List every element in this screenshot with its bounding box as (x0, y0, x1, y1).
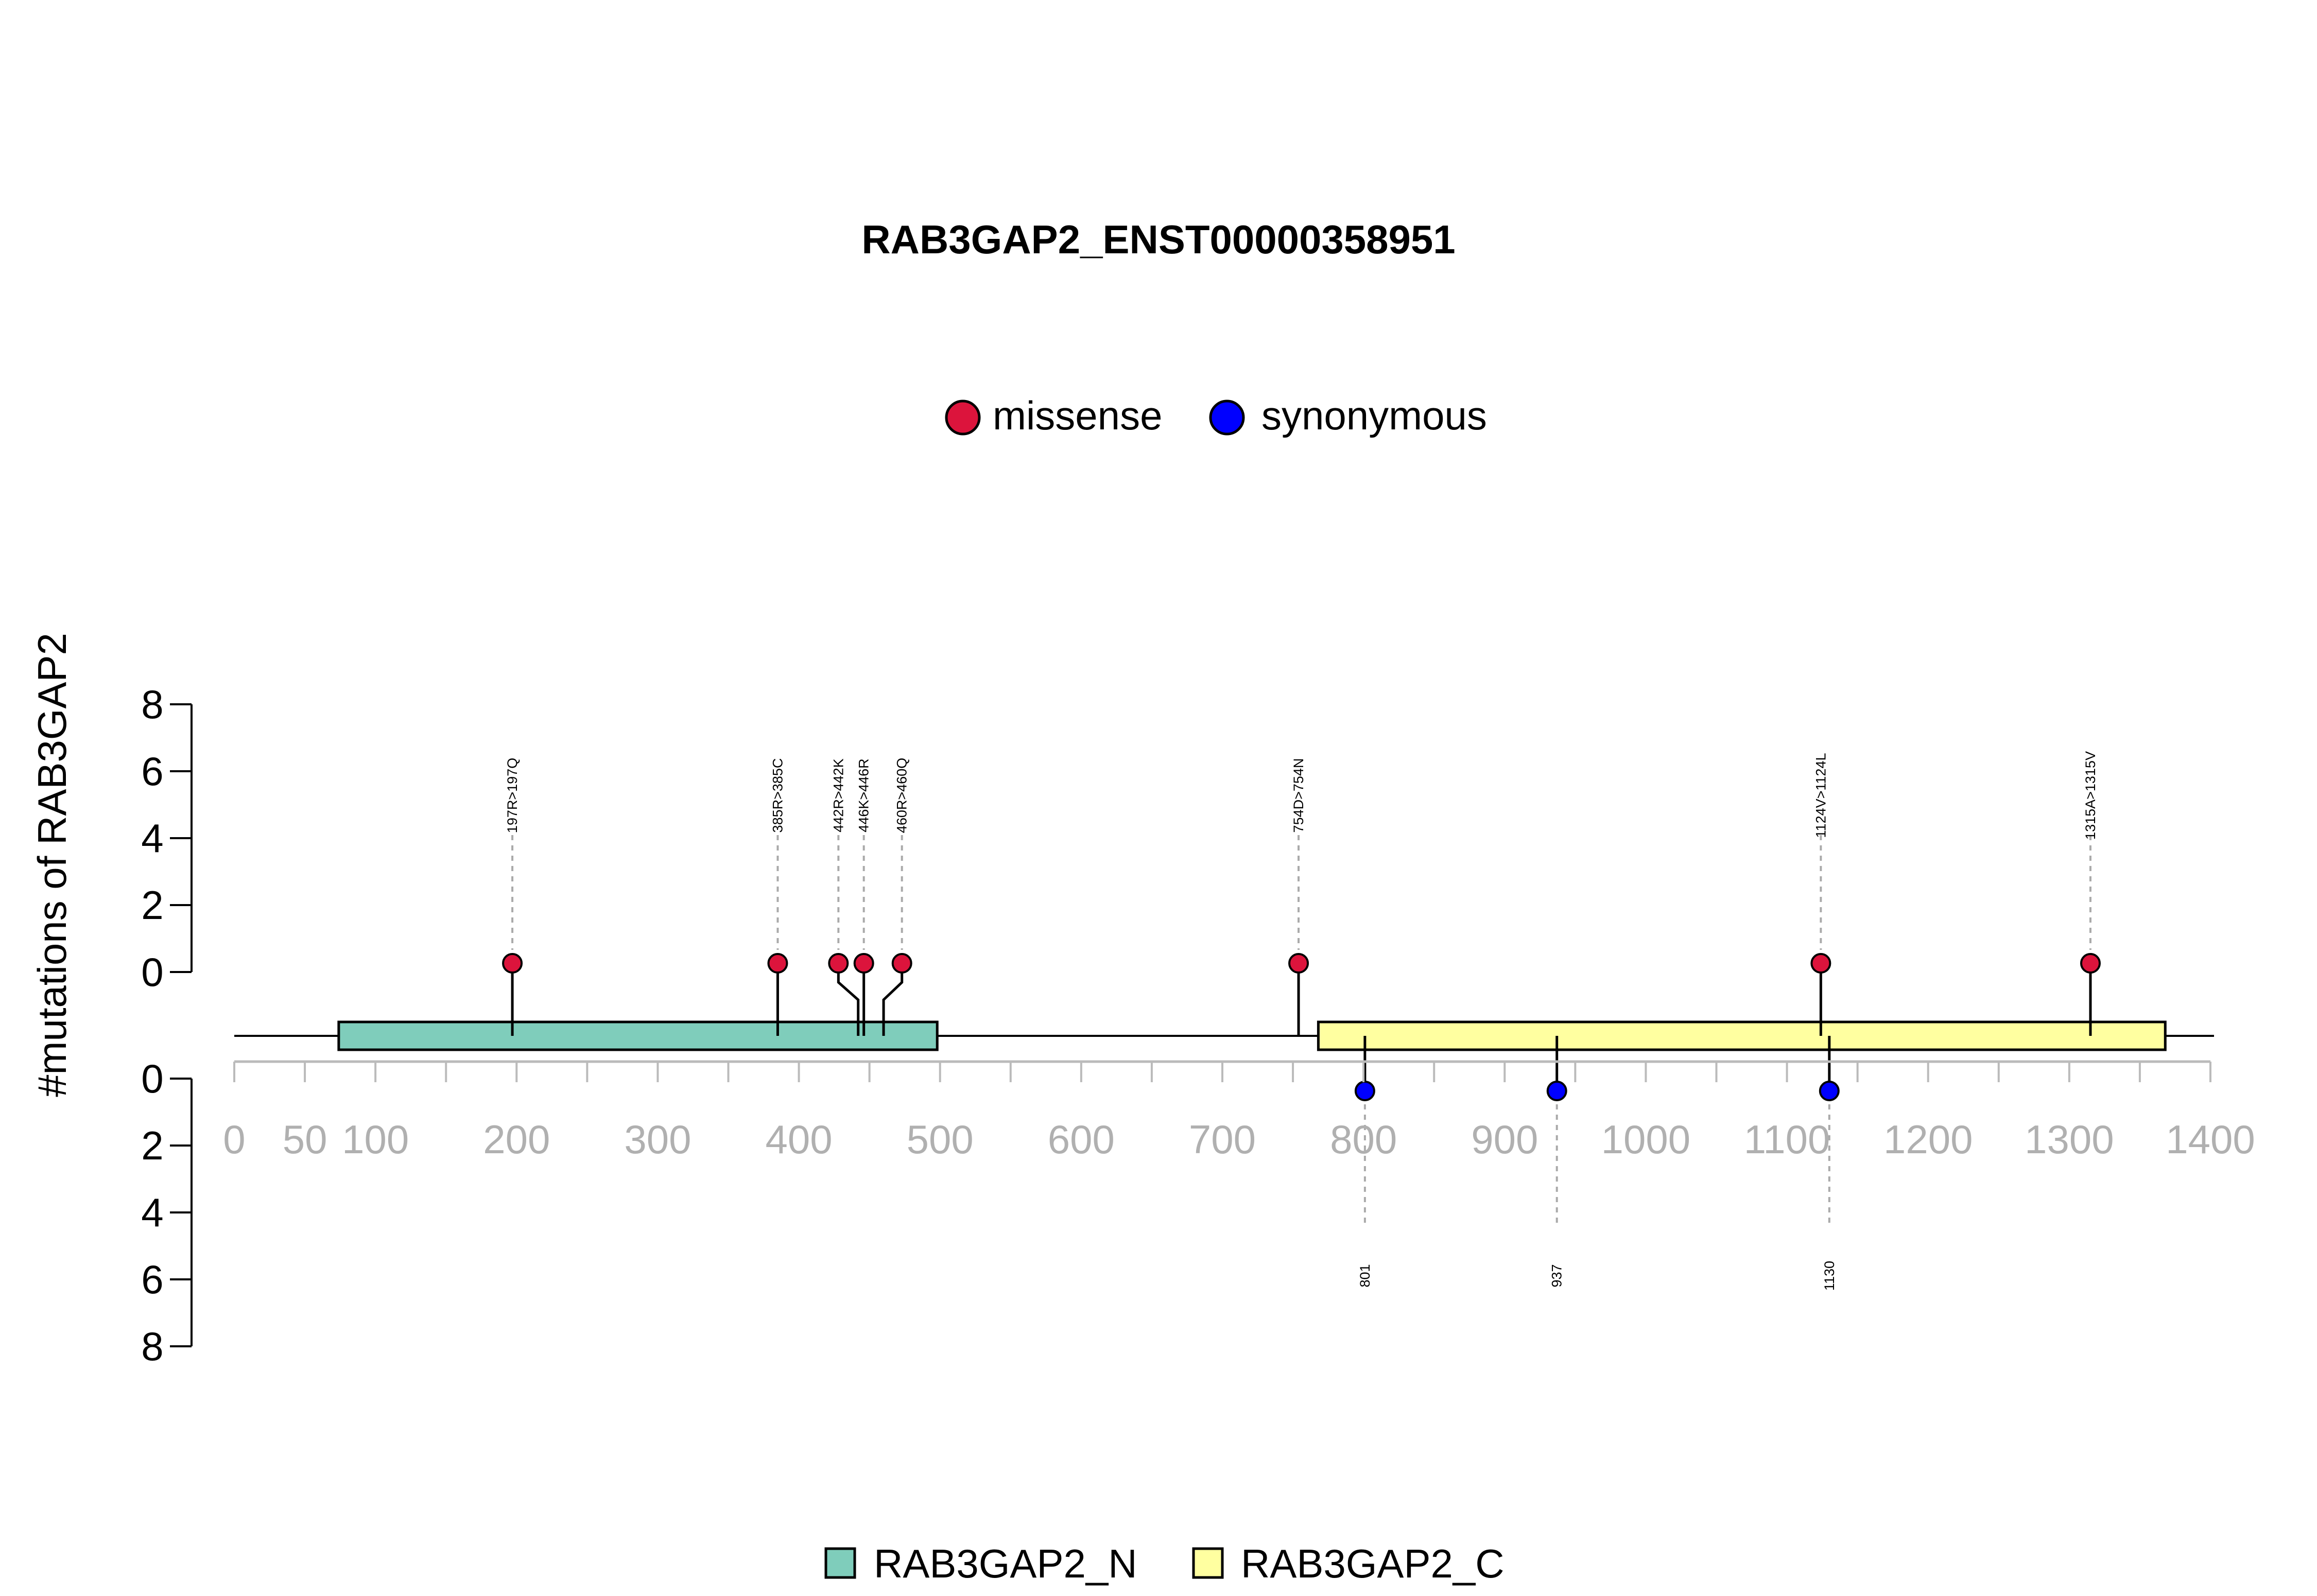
synonymous-point-937 (1546, 1081, 1567, 1101)
y-axis-title: #mutations of RAB3GAP2 (29, 633, 75, 1097)
missense-point-446k-446r (853, 953, 874, 974)
domain-legend: RAB3GAP2_N RAB3GAP2_C (824, 1541, 1505, 1586)
x-tick-label-200: 200 (483, 1117, 550, 1162)
missense-point-1315a-1315v (2080, 953, 2101, 974)
x-tick-label-1000: 1000 (1601, 1117, 1691, 1162)
legend-synonymous-marker (1209, 400, 1245, 436)
label-937: 937 (1549, 1264, 1565, 1287)
label-442r-442k: 442R>442K (831, 758, 846, 832)
y-axes: 0 2 4 6 8 0 2 4 6 8 (141, 682, 193, 1369)
x-tick-label-50: 50 (283, 1117, 327, 1162)
mutation-legend: missense synonymous (945, 393, 1487, 438)
x-tick-label-500: 500 (907, 1117, 974, 1162)
legend-missense-marker (945, 400, 981, 436)
x-tick-label-1300: 1300 (2025, 1117, 2114, 1162)
synonymous-point-801 (1354, 1081, 1375, 1101)
y-top-tick-label-2: 2 (141, 882, 163, 928)
domain-rab3gap2-n (337, 1020, 939, 1051)
label-460r-460q: 460R>460Q (894, 758, 910, 833)
missense-point-460r-460q (891, 953, 912, 974)
x-tick-label-300: 300 (624, 1117, 691, 1162)
guide-lines (511, 835, 2091, 1225)
missense-point-442r-442k (828, 953, 849, 974)
y-bottom-tick-label-0: 0 (141, 1056, 163, 1101)
x-tick-label-100: 100 (342, 1117, 409, 1162)
y-top-tick-label-4: 4 (141, 816, 163, 861)
missense-point-754d-754n (1288, 953, 1309, 974)
label-1124v-1124l: 1124V>1124L (1813, 753, 1828, 838)
y-top-tick-label-8: 8 (141, 682, 163, 727)
label-801: 801 (1357, 1264, 1373, 1287)
legend-domain-c-swatch (1192, 1547, 1224, 1579)
domain-rab3gap2-c (1317, 1020, 2167, 1051)
y-bottom-tick-label-2: 2 (141, 1123, 163, 1168)
y-bottom-tick-label-6: 6 (141, 1257, 163, 1302)
label-1130: 1130 (1822, 1261, 1837, 1291)
x-axis: 0 50 100 200 300 400 500 600 700 800 900 1000 1100 12… (223, 1060, 2255, 1162)
x-tick-label-400: 400 (766, 1117, 833, 1162)
legend-domain-n-swatch (824, 1547, 856, 1579)
legend-domain-c-label: RAB3GAP2_C (1241, 1541, 1505, 1586)
x-tick-label-600: 600 (1048, 1117, 1115, 1162)
lollipop-heads (502, 953, 2101, 1101)
missense-point-385r-385c (767, 953, 788, 974)
x-tick-label-1100: 1100 (1744, 1117, 1830, 1162)
legend-synonymous-label: synonymous (1261, 393, 1487, 438)
x-tick-label-1400: 1400 (2166, 1117, 2255, 1162)
x-tick-label-0: 0 (223, 1117, 245, 1162)
x-tick-label-800: 800 (1330, 1117, 1397, 1162)
legend-domain-n-label: RAB3GAP2_N (874, 1541, 1137, 1586)
missense-point-1124v-1124l (1810, 953, 1831, 974)
legend-missense-label: missense (993, 393, 1162, 438)
missense-point-197r-197q (502, 953, 523, 974)
label-754d-754n: 754D>754N (1291, 758, 1306, 833)
chart-title: RAB3GAP2_ENST00000358951 (861, 217, 1455, 262)
x-tick-label-700: 700 (1189, 1117, 1256, 1162)
label-446k-446r: 446K>446R (856, 758, 872, 832)
synonymous-point-1130 (1819, 1081, 1840, 1101)
domain-boxes (337, 1020, 2167, 1051)
y-bottom-tick-label-8: 8 (141, 1324, 163, 1369)
y-top-tick-label-6: 6 (141, 749, 163, 794)
y-top-tick-label-0: 0 (141, 949, 163, 995)
label-197r-197q: 197R>197Q (505, 758, 520, 833)
label-385r-385c: 385R>385C (770, 758, 785, 833)
label-1315a-1315v: 1315A>1315V (2083, 751, 2098, 840)
y-bottom-tick-label-4: 4 (141, 1190, 163, 1235)
x-tick-label-1200: 1200 (1883, 1117, 1973, 1162)
lollipop-stems (511, 963, 2092, 1091)
x-tick-label-900: 900 (1471, 1117, 1538, 1162)
mutation-labels: 197R>197Q 385R>385C 442R>442K 446K>446R 460R… (505, 751, 2098, 1291)
